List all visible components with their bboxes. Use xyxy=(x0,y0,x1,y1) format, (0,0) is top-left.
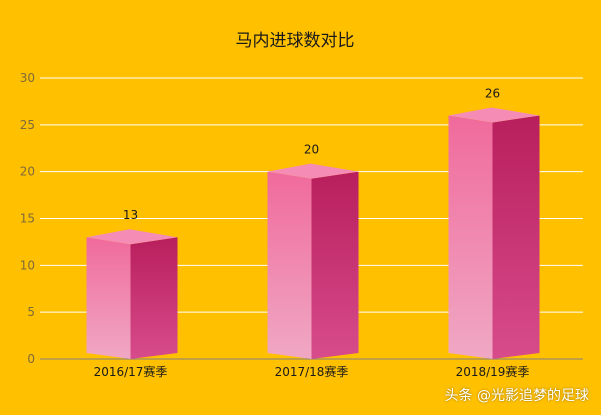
bar-front xyxy=(86,237,131,359)
data-label: 26 xyxy=(485,86,500,100)
data-label: 13 xyxy=(123,208,138,222)
y-tick-label: 20 xyxy=(20,165,35,179)
bar-side xyxy=(492,115,540,359)
bar-front xyxy=(448,115,493,359)
y-tick-label: 0 xyxy=(27,352,35,366)
x-tick-label: 2018/19赛季 xyxy=(456,364,530,379)
y-tick-label: 10 xyxy=(20,258,35,272)
y-tick-label: 25 xyxy=(20,118,35,132)
data-label: 20 xyxy=(304,143,319,157)
bar-side xyxy=(130,237,178,359)
bar-top xyxy=(267,163,359,179)
bar-top xyxy=(448,107,540,123)
y-tick-label: 5 xyxy=(27,305,35,319)
chart-title: 马内进球数对比 xyxy=(236,31,355,51)
y-tick-label: 30 xyxy=(20,71,35,85)
y-tick-label: 15 xyxy=(20,212,35,226)
x-tick-label: 2017/18赛季 xyxy=(275,364,349,379)
bar-top xyxy=(86,229,178,245)
labels: 0 5 10 15 20 25 30 13 2016/17赛季 20 2017/18赛季 26 2018… xyxy=(20,71,530,379)
bar-front xyxy=(267,171,312,359)
watermark: 头条 @光影追梦的足球 xyxy=(444,388,589,404)
x-tick-label: 2016/17赛季 xyxy=(94,364,168,379)
bar-side xyxy=(311,171,359,359)
bars xyxy=(86,107,540,359)
